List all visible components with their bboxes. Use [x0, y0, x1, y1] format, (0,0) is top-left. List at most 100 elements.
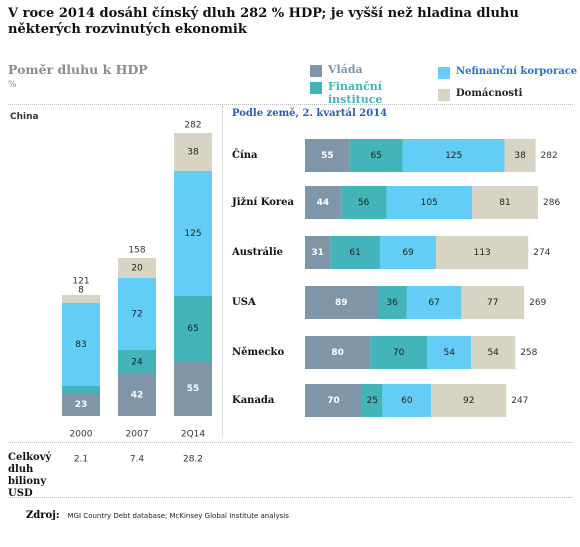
country-bar-country-0-government — [305, 139, 350, 172]
country-bar-country-5-government — [305, 384, 363, 417]
china-category-label-2q14: 2Q14 — [181, 430, 206, 440]
divider-panels — [222, 106, 223, 436]
chart-title: V roce 2014 dosáhl čínský dluh 282 % HDP… — [8, 6, 519, 37]
total-debt-label: Celkový dluh biliony USD — [8, 452, 52, 499]
unit-label: % — [8, 80, 17, 90]
country-value-label-country-0-government: 55 — [321, 151, 334, 161]
legend-swatch-households — [438, 89, 450, 101]
china-bar-2000-financial — [62, 386, 100, 393]
legend-item-households: Domácnosti — [438, 87, 522, 101]
country-bar-country-2-corporate — [379, 236, 437, 269]
country-bar-country-4-financial — [370, 336, 428, 369]
country-bar-country-3-households — [461, 286, 525, 319]
china-total-debt-2000: 2.1 — [74, 455, 88, 465]
country-bar-country-1-government — [305, 186, 341, 219]
legend-item-financial: Finanční instituce — [310, 80, 398, 106]
china-total-label-2q14: 282 — [184, 121, 201, 131]
legend-item-government: Vláda — [310, 63, 363, 77]
country-label-country-4: Německo — [232, 347, 284, 358]
country-bar-country-4-government — [305, 336, 371, 369]
legend-swatch-financial — [310, 82, 322, 94]
country-bar-country-2-financial — [330, 236, 380, 269]
country-value-label-country-1-government: 44 — [317, 198, 330, 208]
country-label-country-5: Kanada — [232, 395, 275, 406]
country-value-label-country-3-government: 89 — [335, 298, 348, 308]
country-value-label-country-2-households: 113 — [474, 248, 491, 258]
china-value-label-2000-government: 23 — [75, 400, 88, 410]
country-bar-country-3-corporate — [406, 286, 462, 319]
china-value-label-2007-corporate: 72 — [131, 310, 142, 320]
country-bar-country-5-financial — [362, 384, 383, 417]
country-total-label-country-5: 247 — [511, 396, 528, 406]
china-total-label-2007: 158 — [128, 246, 145, 256]
source-label: Zdroj: — [26, 510, 60, 521]
china-value-label-2007-government: 42 — [131, 391, 144, 401]
country-bar-country-2-government — [305, 236, 331, 269]
country-value-label-country-3-financial: 36 — [386, 298, 398, 308]
country-value-label-country-5-government: 70 — [327, 396, 340, 406]
country-bar-country-5-households — [431, 384, 507, 417]
china-total-debt-2007: 7.4 — [130, 455, 145, 465]
china-panel-label: China — [10, 112, 39, 122]
country-bar-country-1-corporate — [386, 186, 473, 219]
china-category-label-2000: 2000 — [70, 430, 93, 440]
country-total-label-country-0: 282 — [541, 151, 558, 161]
country-total-label-country-2: 274 — [533, 248, 550, 258]
legend-item-corporate: Nefinanční korporace — [438, 65, 577, 79]
legend-label-government: Vláda — [328, 63, 363, 76]
china-bar-2007-government — [118, 374, 156, 416]
china-bar-2000-corporate — [62, 303, 100, 386]
country-bar-country-3-financial — [377, 286, 407, 319]
country-value-label-country-2-government: 31 — [311, 248, 324, 258]
country-bar-country-4-corporate — [427, 336, 472, 369]
country-bar-country-0-households — [504, 139, 536, 172]
china-value-label-2q14-households: 38 — [187, 148, 199, 158]
china-bar-2007-households — [118, 258, 156, 278]
country-value-label-country-3-corporate: 67 — [428, 298, 439, 308]
country-value-label-country-4-corporate: 54 — [443, 348, 455, 358]
country-bar-country-4-households — [471, 336, 516, 369]
country-bar-country-5-corporate — [382, 384, 432, 417]
country-value-label-country-1-households: 81 — [499, 198, 510, 208]
china-bar-2007-corporate — [118, 278, 156, 350]
country-total-label-country-3: 269 — [529, 298, 546, 308]
china-bar-2q14-corporate — [174, 171, 212, 296]
country-panel-title: Podle země, 2. kvartál 2014 — [232, 108, 388, 119]
country-value-label-country-4-government: 80 — [331, 348, 344, 358]
country-label-country-1: Jižní Korea — [231, 197, 295, 208]
legend-swatch-corporate — [438, 67, 450, 79]
country-value-label-country-1-corporate: 105 — [421, 198, 438, 208]
country-bar-country-3-government — [305, 286, 378, 319]
china-total-label-2000: 121 — [72, 277, 89, 287]
country-value-label-country-5-financial: 25 — [366, 396, 377, 406]
china-bar-2000-government — [62, 393, 100, 416]
china-bar-2000-households — [62, 295, 100, 303]
country-bar-country-0-corporate — [402, 139, 505, 172]
china-value-label-2007-households: 20 — [131, 264, 143, 274]
country-label-country-3: USA — [232, 297, 256, 308]
country-value-label-country-2-corporate: 69 — [402, 248, 414, 258]
source-note: Zdroj: MGI Country Debt database; McKins… — [26, 510, 289, 521]
country-value-label-country-5-households: 92 — [463, 396, 474, 406]
china-value-label-2000-corporate: 83 — [75, 340, 86, 350]
country-value-label-country-4-financial: 70 — [393, 348, 405, 358]
chart-subtitle: Poměr dluhu k HDP — [8, 62, 148, 77]
china-value-label-2007-financial: 24 — [131, 358, 143, 368]
legend-swatch-government — [310, 65, 322, 77]
country-bar-country-2-households — [436, 236, 529, 269]
china-value-label-2q14-government: 55 — [187, 384, 200, 394]
country-total-label-country-1: 286 — [543, 198, 560, 208]
country-label-country-0: Čína — [232, 149, 258, 161]
country-value-label-country-3-households: 77 — [487, 298, 498, 308]
source-text: MGI Country Debt database; McKinsey Glob… — [67, 512, 289, 520]
china-bar-2q14-households — [174, 133, 212, 171]
country-value-label-country-0-financial: 65 — [371, 151, 382, 161]
country-bar-country-1-financial — [340, 186, 387, 219]
country-bar-country-1-households — [472, 186, 538, 219]
country-value-label-country-0-households: 38 — [514, 151, 526, 161]
country-value-label-country-2-financial: 61 — [349, 248, 360, 258]
divider-top — [8, 104, 573, 105]
divider-bottom — [8, 442, 573, 443]
country-value-label-country-0-corporate: 125 — [445, 151, 462, 161]
